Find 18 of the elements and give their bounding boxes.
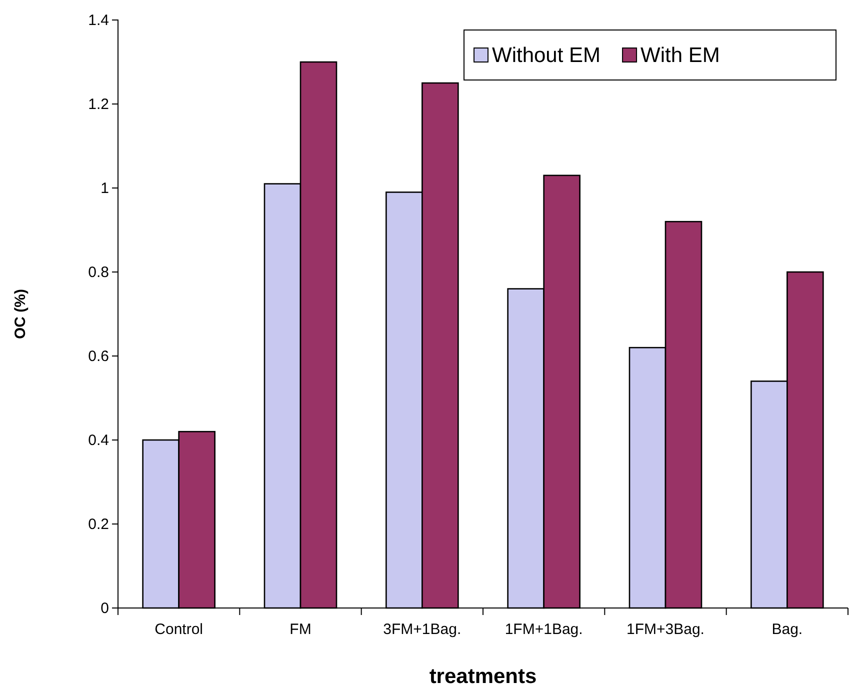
legend-label: Without EM [492, 44, 601, 67]
y-tick-label: 1.2 [88, 96, 109, 113]
y-tick-label: 1.4 [88, 12, 109, 29]
y-tick-label: 0 [100, 600, 109, 617]
x-tick-label: 1FM+1Bag. [504, 621, 583, 638]
legend-label: With EM [640, 44, 720, 67]
y-axis-title: OC (%) [12, 289, 29, 339]
x-tick-label: 1FM+3Bag. [626, 621, 704, 638]
x-tick-label: 3FM+1Bag. [383, 621, 462, 638]
x-tick-label: Bag. [772, 621, 803, 638]
x-axis-title: treatments [429, 665, 537, 688]
y-tick-label: 0.6 [88, 348, 109, 365]
y-tick-label: 0.8 [88, 264, 109, 281]
y-tick-label: 0.4 [88, 432, 109, 449]
x-tick-label: Control [154, 621, 204, 638]
x-tick-label: FM [290, 621, 312, 638]
y-tick-label: 0.2 [88, 516, 109, 533]
y-tick-label: 1 [100, 180, 109, 197]
